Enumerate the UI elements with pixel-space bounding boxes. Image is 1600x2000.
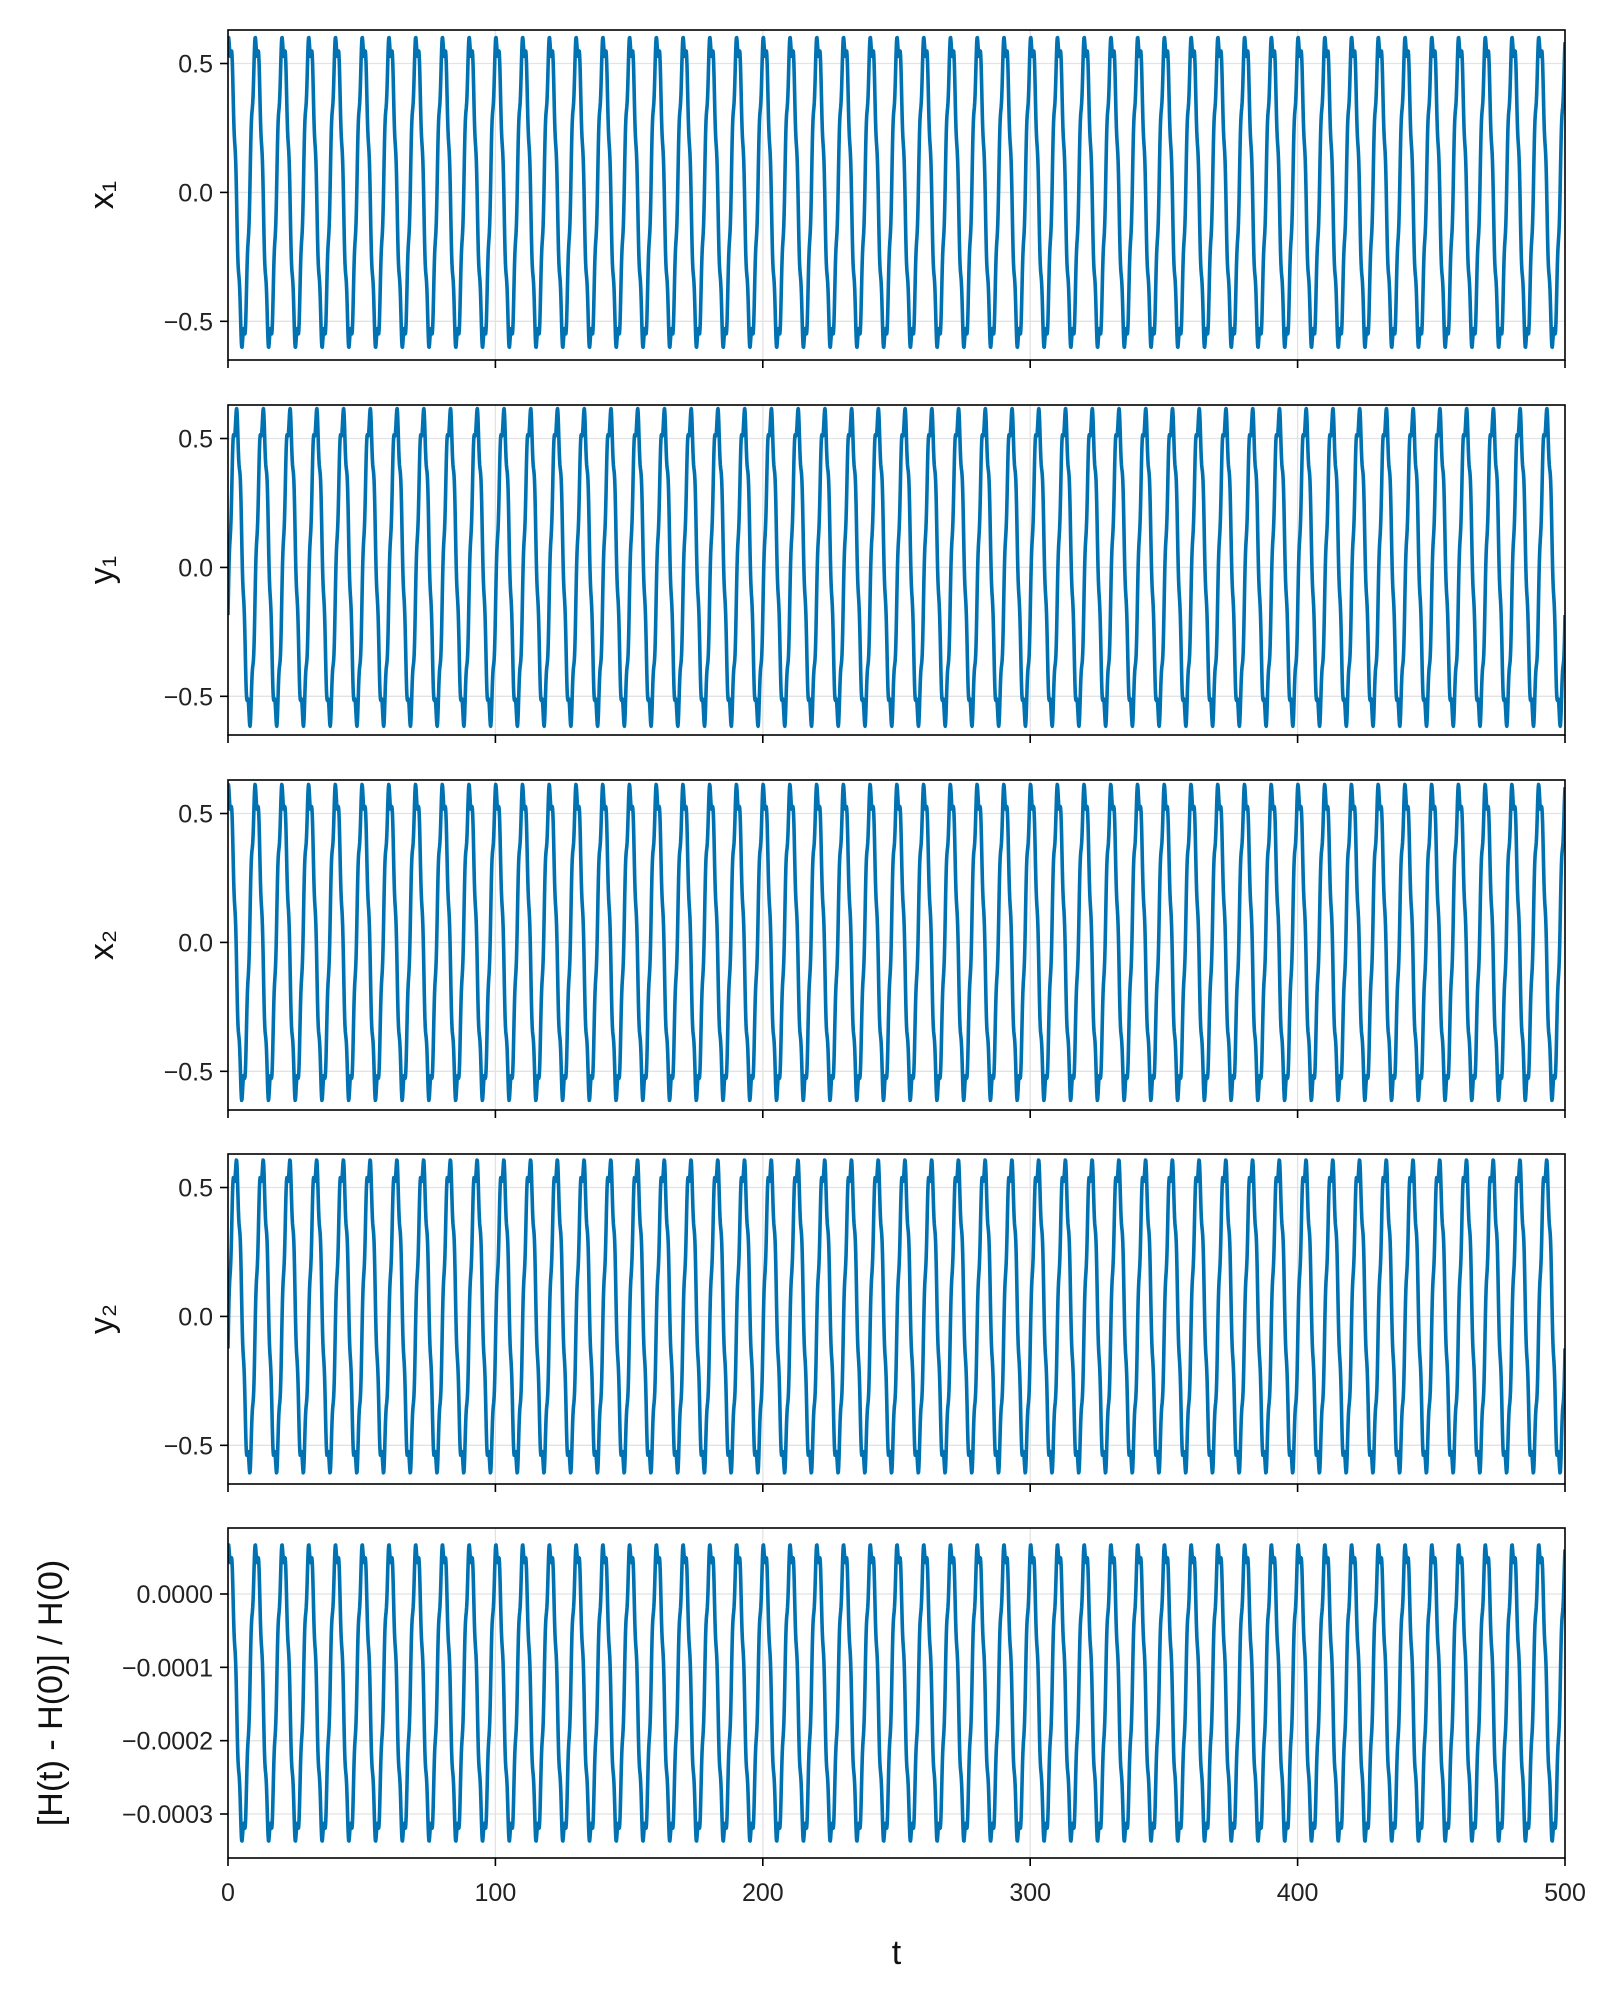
y-tick-label: 0.0: [178, 929, 213, 957]
y-axis-label: x₂: [83, 930, 121, 960]
series-line-1: [228, 1543, 1565, 1843]
x-tick-label: 0: [221, 1879, 235, 1907]
plot-frame: [227, 1153, 1566, 1485]
series-line-1: [228, 406, 1565, 729]
x-tick-label: 200: [742, 1879, 784, 1907]
y-tick-label: −0.0001: [122, 1654, 213, 1682]
x-axis-label: t: [892, 1934, 902, 1972]
y-axis-label: [H(t) - H(0)] / H(0): [32, 1560, 70, 1826]
y-tick-label: −0.0003: [122, 1801, 213, 1829]
plot-frame: [227, 1527, 1566, 1859]
y-tick-label: −0.5: [164, 308, 213, 336]
plot-frame: [227, 779, 1566, 1111]
panel-3: −0.5 0.0 0.5 x₂: [83, 779, 1566, 1118]
y-axis-label: y₁: [83, 556, 121, 584]
x-tick-label: 400: [1277, 1879, 1319, 1907]
y-tick-label: 0.0: [178, 554, 213, 582]
series-line-1: [228, 1158, 1565, 1475]
x-tick-label: 300: [1009, 1879, 1051, 1907]
y-tick-label: 0.5: [178, 1175, 213, 1203]
y-tick-label: −0.5: [164, 1432, 213, 1460]
x-tick-label: 100: [475, 1879, 517, 1907]
panel-5: 0.0000 −0.0001 −0.0002 −0.0003 0 100 200 300 400…: [32, 1527, 1586, 1972]
series-line-1: [228, 35, 1565, 350]
panel-2: −0.5 0.0 0.5 y₁: [83, 404, 1566, 743]
panel-1: −0.5 0.0 0.5 x₁: [83, 29, 1566, 368]
y-axis-label: y₂: [83, 1304, 121, 1334]
y-tick-label: 0.0: [178, 1303, 213, 1331]
y-tick-label: 0.5: [178, 51, 213, 79]
y-tick-label: 0.0000: [137, 1581, 213, 1609]
y-tick-label: 0.5: [178, 426, 213, 454]
y-tick-label: −0.0002: [122, 1728, 213, 1756]
panel-4: −0.5 0.0 0.5 y₂: [83, 1153, 1566, 1492]
y-tick-label: −0.5: [164, 1058, 213, 1086]
y-tick-label: −0.5: [164, 683, 213, 711]
plot-frame: [227, 404, 1566, 736]
y-axis-label: x₁: [83, 181, 121, 209]
x-tick-label: 500: [1544, 1879, 1586, 1907]
series-line-1: [228, 782, 1565, 1103]
plot-frame: [227, 29, 1566, 361]
y-tick-label: 0.5: [178, 801, 213, 829]
y-tick-label: 0.0: [178, 179, 213, 207]
